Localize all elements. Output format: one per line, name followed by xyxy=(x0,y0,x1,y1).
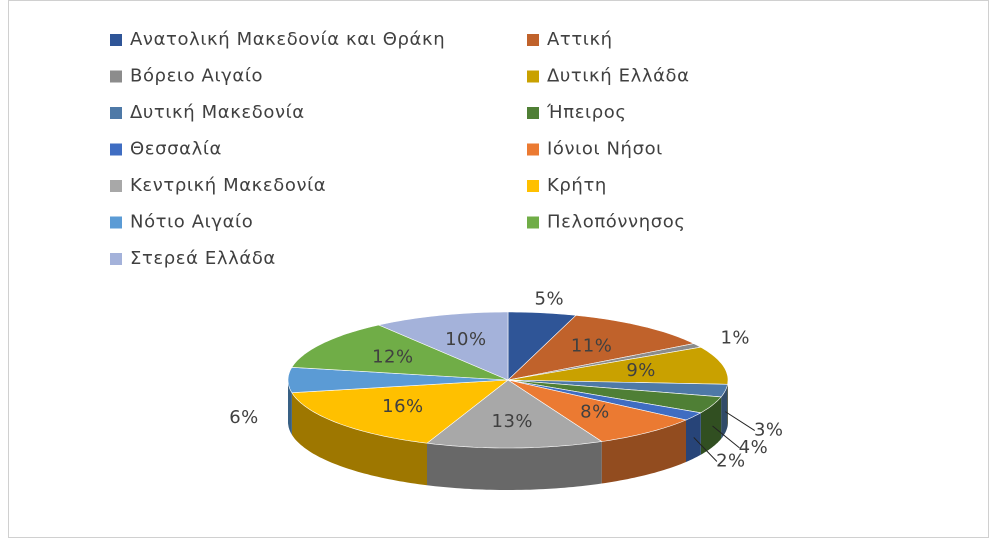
data-label: 3% xyxy=(754,420,784,441)
slice-side xyxy=(686,412,701,462)
legend-swatch xyxy=(110,70,122,83)
legend-label: Δυτική Μακεδονία xyxy=(130,102,305,123)
slice xyxy=(291,379,509,444)
data-label: 10% xyxy=(445,329,487,350)
legend-label: Δυτική Ελλάδα xyxy=(547,66,690,87)
data-label: 6% xyxy=(229,407,259,428)
slice xyxy=(377,311,509,381)
slice-side xyxy=(427,441,602,490)
legend-swatch xyxy=(527,70,539,83)
slice xyxy=(507,314,695,381)
legend-label: Αττική xyxy=(547,29,613,50)
leader-line xyxy=(712,425,740,449)
data-label: 8% xyxy=(580,401,610,422)
data-label: 9% xyxy=(626,360,656,381)
legend-swatch xyxy=(527,143,539,156)
legend-label: Κρήτη xyxy=(547,175,607,196)
data-label: 4% xyxy=(739,437,769,458)
data-label: 5% xyxy=(535,288,565,309)
legend-swatch xyxy=(527,216,539,229)
legend-label: Θεσσαλία xyxy=(130,139,222,160)
legend-swatch xyxy=(527,34,539,46)
slice xyxy=(507,379,688,442)
legend-label: Κεντρική Μακεδονία xyxy=(130,175,326,196)
data-label: 2% xyxy=(716,451,746,472)
slice-side xyxy=(288,380,292,435)
legend-swatch xyxy=(110,143,122,156)
slice xyxy=(426,379,603,449)
legend-swatch xyxy=(110,216,122,229)
legend-label: Βόρειο Αιγαίο xyxy=(130,66,263,87)
legend-label: Ήπειρος xyxy=(546,102,627,123)
legend-swatch xyxy=(527,180,539,192)
legend-label: Στερεά Ελλάδα xyxy=(130,248,276,269)
slice xyxy=(287,366,509,394)
legend-swatch xyxy=(110,180,122,192)
legend-label: Ιόνιοι Νήσοι xyxy=(547,139,663,160)
slice xyxy=(507,346,729,385)
slice-side xyxy=(700,396,722,455)
leader-line xyxy=(725,411,756,431)
leader-line xyxy=(693,437,718,462)
slice-side xyxy=(721,384,728,439)
data-label: 16% xyxy=(382,396,424,417)
data-label: 11% xyxy=(571,336,613,357)
slice xyxy=(507,379,702,421)
slice-side xyxy=(601,420,686,484)
slice xyxy=(507,311,577,381)
slice xyxy=(507,379,722,414)
slice-side xyxy=(291,392,427,486)
legend-swatch xyxy=(527,107,539,119)
legend-label: Πελοπόννησος xyxy=(547,212,685,233)
legend-swatch xyxy=(110,107,122,119)
data-label: 1% xyxy=(720,327,750,348)
legend-label: Νότιο Αιγαίο xyxy=(130,212,253,233)
legend-swatch xyxy=(110,253,122,265)
legend-swatch xyxy=(110,34,122,46)
slice xyxy=(291,324,509,381)
data-label: 13% xyxy=(492,411,534,432)
legend-label: Ανατολική Μακεδονία και Θράκη xyxy=(130,29,445,50)
data-label: 12% xyxy=(372,346,414,367)
